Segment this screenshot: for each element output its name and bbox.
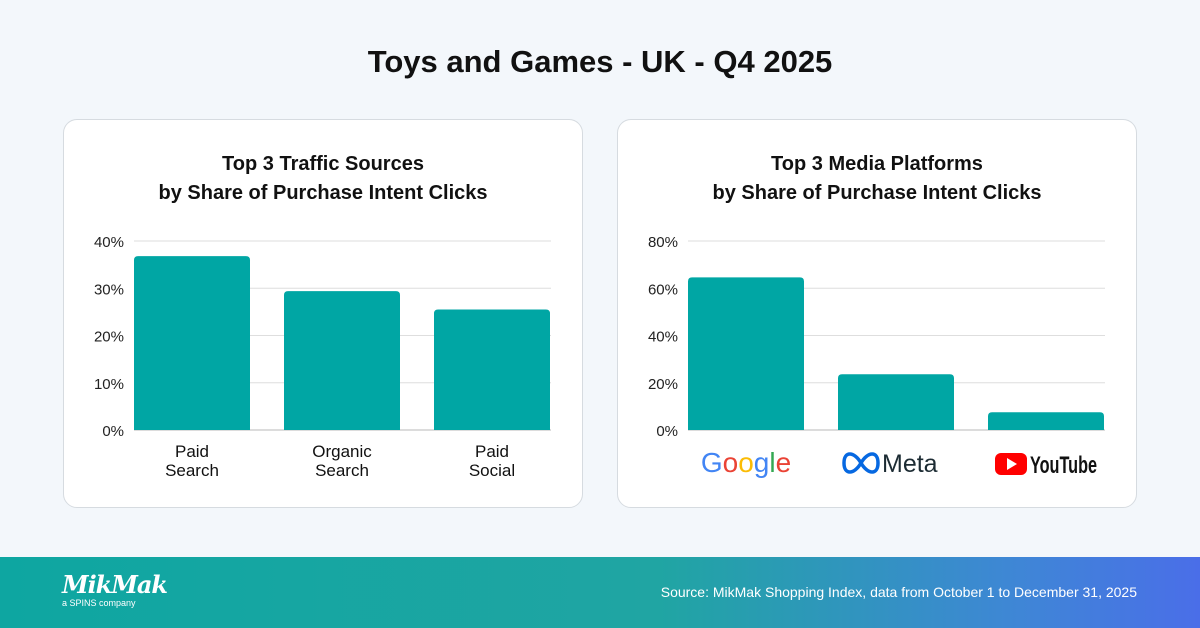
x-tick-label-line: Social: [469, 461, 515, 480]
youtube-logo-text: YouTube: [1030, 452, 1097, 479]
y-tick-label: 40%: [648, 329, 678, 346]
chart-title-line1: Top 3 Media Platforms: [771, 153, 983, 175]
media-platforms-chart: 0% 20% 40% 60% 80% Google Meta YouTube: [648, 234, 1105, 479]
x-tick-label-line: Paid: [175, 442, 209, 461]
mikmak-logo: MikMak a SPINS company: [62, 570, 168, 609]
google-logo-letter: o: [738, 447, 754, 478]
meta-infinity-icon: [842, 452, 880, 474]
chart-title: Top 3 Media Platforms by Share of Purcha…: [618, 150, 1136, 208]
bar: [284, 291, 400, 430]
google-logo: Google: [701, 447, 791, 478]
google-logo-letter: e: [776, 447, 792, 478]
y-tick-label: 0%: [102, 423, 124, 440]
google-logo-letter: o: [723, 447, 739, 478]
bar: [838, 374, 954, 430]
traffic-sources-panel: Top 3 Traffic Sources by Share of Purcha…: [63, 119, 583, 508]
y-tick-label: 10%: [94, 376, 124, 393]
youtube-play-triangle: [1007, 458, 1017, 470]
y-tick-label: 0%: [656, 423, 678, 440]
bar: [688, 277, 804, 430]
bar: [134, 256, 250, 430]
y-tick-label: 20%: [648, 376, 678, 393]
y-tick-label: 40%: [94, 234, 124, 251]
bar: [988, 412, 1104, 430]
chart-title-line2: by Share of Purchase Intent Clicks: [158, 182, 488, 204]
source-note: Source: MikMak Shopping Index, data from…: [660, 584, 1137, 600]
x-tick-label-line: Paid: [475, 442, 509, 461]
x-tick-label-line: Search: [165, 461, 219, 480]
chart-title: Top 3 Traffic Sources by Share of Purcha…: [64, 150, 582, 208]
bar: [434, 309, 550, 430]
google-logo-letter: l: [769, 447, 775, 478]
x-tick-label-line: Search: [315, 461, 369, 480]
x-tick-label: Paid Search: [165, 442, 219, 480]
y-tick-label: 60%: [648, 281, 678, 298]
footer: MikMak a SPINS company Source: MikMak Sh…: [0, 557, 1200, 628]
y-tick-label: 20%: [94, 329, 124, 346]
brand-name: MikMak: [62, 570, 168, 599]
google-logo-letter: g: [754, 447, 770, 478]
media-platforms-panel: Top 3 Media Platforms by Share of Purcha…: [617, 119, 1137, 508]
x-tick-label-line: Organic: [312, 442, 372, 461]
page-title: Toys and Games - UK - Q4 2025: [367, 44, 833, 79]
chart-title-line1: Top 3 Traffic Sources: [222, 153, 424, 175]
x-tick-label: Organic Search: [312, 442, 372, 480]
meta-logo: Meta: [842, 450, 938, 478]
chart-title-line2: by Share of Purchase Intent Clicks: [712, 182, 1042, 204]
y-tick-label: 80%: [648, 234, 678, 251]
x-tick-label: Paid Social: [469, 442, 515, 480]
meta-logo-text: Meta: [882, 450, 938, 478]
google-logo-letter: G: [701, 447, 723, 478]
youtube-logo: YouTube: [995, 452, 1097, 479]
brand-sub: a SPINS company: [62, 598, 136, 608]
y-tick-label: 30%: [94, 281, 124, 298]
